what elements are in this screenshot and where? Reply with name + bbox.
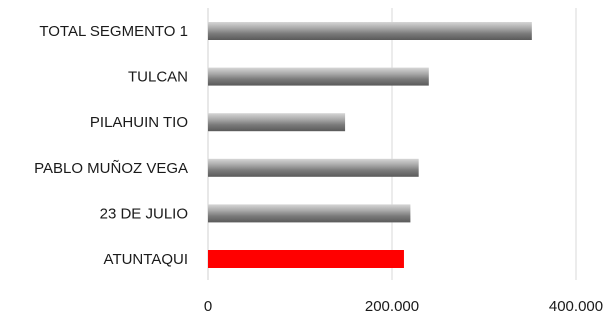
category-label: TOTAL SEGMENTO 1 [39, 23, 188, 40]
x-tick-label: 400.000 [549, 298, 603, 315]
category-labels: TOTAL SEGMENTO 1 TULCAN PILAHUIN TIO PABLO … [34, 23, 188, 268]
bar [208, 67, 429, 86]
x-tick-label: 0 [204, 298, 212, 315]
category-label: ATUNTAQUI [104, 251, 188, 268]
gridlines [207, 8, 577, 280]
bar [208, 113, 346, 132]
category-label: PABLO MUÑOZ VEGA [34, 160, 188, 177]
bar [208, 158, 419, 177]
category-label: PILAHUIN TIO [90, 114, 188, 131]
bar-highlighted [208, 250, 404, 268]
category-label: 23 DE JULIO [100, 205, 188, 222]
category-label: TULCAN [128, 69, 188, 86]
x-tick-label: 200.000 [365, 298, 419, 315]
bar [208, 204, 411, 223]
bars [208, 22, 532, 268]
x-axis-tick-labels: 0 200.000 400.000 [204, 298, 603, 315]
bar [208, 22, 532, 40]
